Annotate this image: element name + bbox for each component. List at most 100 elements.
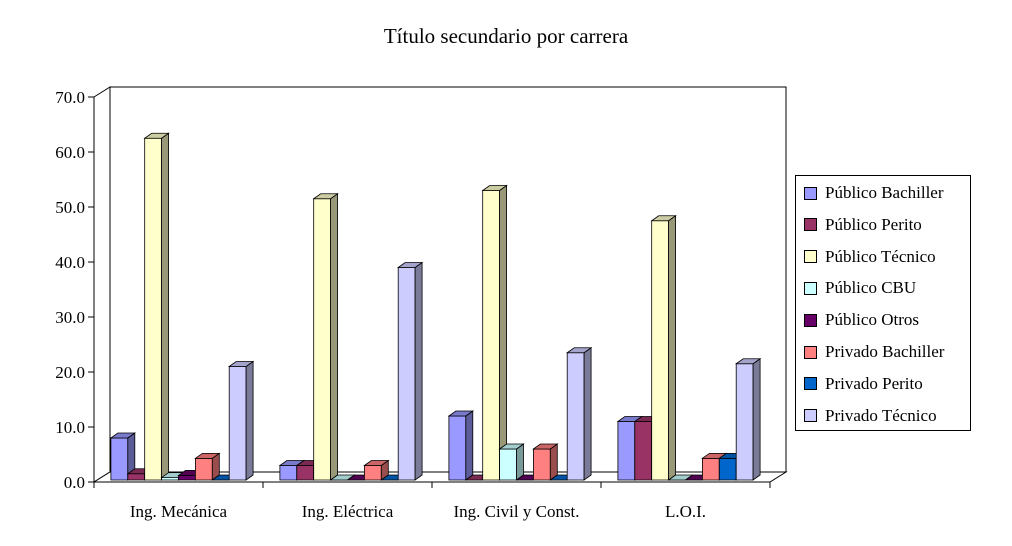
bar-side [414,261,423,481]
bar-front [363,465,382,481]
bar-front [228,366,247,481]
bar-front [651,220,669,481]
legend-item: Público Perito [804,214,922,236]
bars [109,132,762,481]
bar-side [549,443,558,481]
legend-label: Público Otros [825,310,919,330]
y-tick-label: 20.0 [55,363,85,382]
bar-front [144,137,163,481]
bar-front [499,448,517,481]
legend-swatch [804,409,817,423]
bar-top [498,443,525,450]
bar-side [245,360,254,481]
y-tick-label: 10.0 [55,418,85,437]
bar-top [565,347,593,354]
y-tick-label: 70.0 [55,88,85,107]
plot-frame [92,86,788,483]
bar [363,459,390,481]
legend-item: Privado Perito [804,373,923,395]
bar-top [734,358,762,365]
legend-item: Público CBU [804,277,916,299]
bar-side [516,443,524,481]
legend-item: Público Técnico [804,246,936,268]
legend-swatch [804,345,817,359]
bar-side [330,192,339,481]
y-tick-label: 30.0 [55,308,85,327]
bar-top [650,215,677,222]
bar-front [448,415,467,481]
bar [194,452,221,481]
bar-front [482,190,501,481]
x-tick-label: L.O.I. [665,502,706,521]
bar [329,474,356,481]
legend-label: Público Perito [825,214,922,234]
bar-top [194,452,221,459]
bar-front [735,363,754,481]
legend-swatch [804,186,817,200]
bar-top [312,193,339,200]
legend-label: Privado Perito [825,373,923,393]
legend-item: Privado Bachiller [804,341,944,363]
bar-front [296,465,315,481]
bar-front [634,421,653,481]
bar-side [499,184,508,481]
legend-label: Público CBU [825,278,917,298]
bar [532,443,559,481]
bar-top [447,410,475,417]
bar-top [109,432,137,439]
bar-front [313,198,332,481]
legend-swatch [804,313,817,327]
bar [734,357,762,481]
bar-side [752,357,761,481]
bar [650,214,677,481]
x-tick-label: Ing. Mecánica [130,502,228,521]
bar-top [481,185,508,191]
bar [481,184,508,481]
y-tick-label: 0.0 [64,473,85,492]
y-tick-label: 40.0 [55,253,85,272]
legend: Público Bachiller Público Perito Público T… [795,175,971,431]
bar [312,192,339,481]
bar-top [227,361,255,367]
bar-front [194,457,213,481]
legend-label: Privado Bachiller [825,342,945,361]
legend-label: Público Bachiller [825,183,944,202]
bar-front [617,421,636,481]
bar [143,132,170,481]
bar [109,432,137,481]
bar-front [533,448,551,481]
legend-swatch [804,281,817,295]
bar-front [566,352,585,481]
legend-item: Público Bachiller [804,182,944,204]
bar-side [465,410,474,481]
x-tick-label: Ing. Civil y Const. [453,502,579,521]
bar-front [718,457,737,481]
bar [498,443,525,481]
x-tick-label: Ing. Eléctrica [302,502,394,521]
legend-label: Público Técnico [825,246,936,266]
chart-title: Título secundario por carrera [383,24,629,48]
bar-front [178,474,196,481]
bar-front [397,267,416,481]
bar-top [396,262,424,268]
bar-front [279,465,298,481]
bar-top [363,460,390,466]
bar-side [668,214,676,481]
bar [447,410,475,481]
bar [396,261,424,481]
bar [565,346,593,481]
legend-label: Privado Técnico [825,405,937,425]
y-tick-label: 60.0 [55,143,85,162]
floor [92,471,788,483]
bar-front [127,473,146,481]
axes: 0.0 10.0 20.0 30.0 40.0 50.0 60.0 70.0 Ing. Mecá… [55,88,771,521]
bar [227,360,255,481]
y-tick-label: 50.0 [55,198,85,217]
bar-side [161,132,170,481]
back-wall [109,86,787,473]
bar-front [110,437,129,481]
bar-top [532,443,559,450]
legend-item: Público Otros [804,309,919,331]
legend-swatch [804,218,817,232]
